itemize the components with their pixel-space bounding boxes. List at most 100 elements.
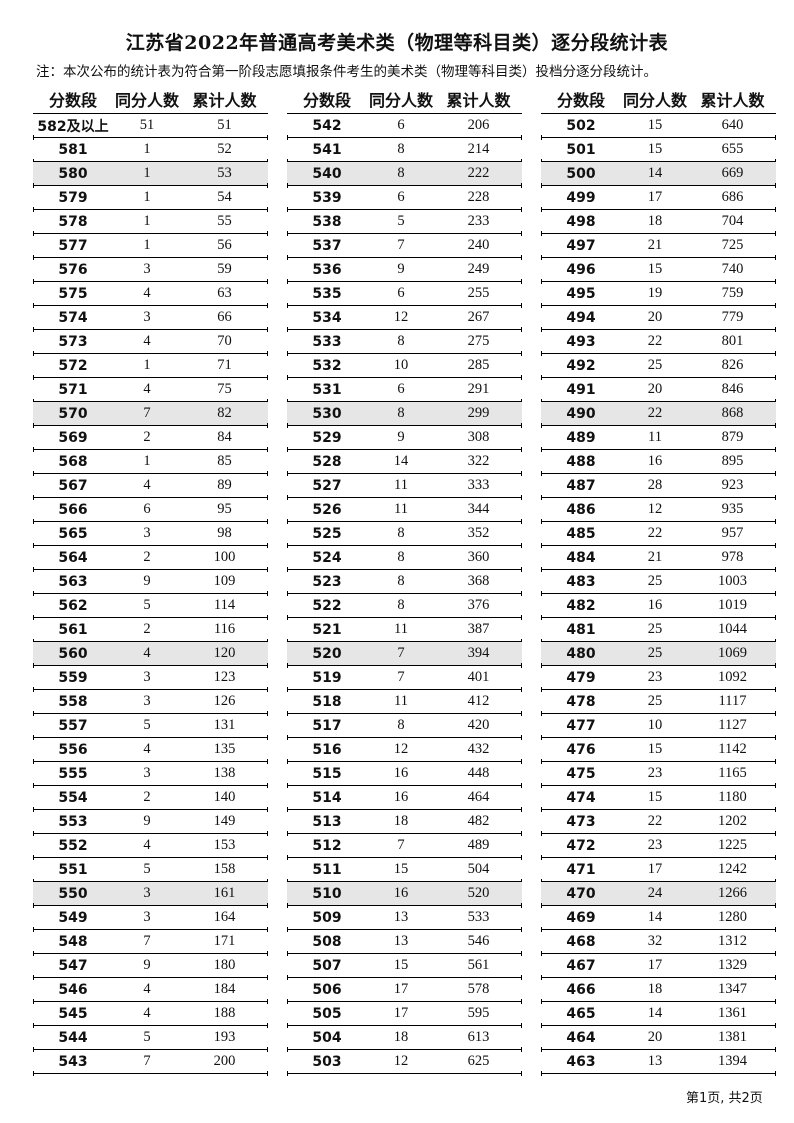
cumulative-cell: 89 (217, 477, 232, 493)
table-row: 559 3 123 (33, 666, 268, 692)
score-cell: 511 (312, 861, 342, 878)
score-cell: 471 (566, 861, 596, 878)
header-score: 分数段 (556, 90, 605, 110)
table-row: 506 17 578 (287, 978, 522, 1004)
score-cell: 547 (58, 957, 88, 974)
table-row: 496 15 740 (541, 258, 776, 284)
score-cell: 513 (312, 813, 342, 830)
cumulative-cell: 1280 (718, 909, 747, 925)
table-row: 534 12 267 (287, 306, 522, 332)
cumulative-cell: 95 (217, 501, 232, 517)
score-cell: 573 (58, 333, 88, 350)
cumulative-cell: 54 (217, 189, 232, 205)
cumulative-cell: 135 (213, 741, 236, 757)
cumulative-cell: 826 (721, 357, 744, 373)
same-count-cell: 17 (647, 957, 663, 973)
same-count-cell: 7 (143, 933, 151, 949)
score-cell: 559 (58, 669, 88, 686)
table-row: 523 8 368 (287, 570, 522, 596)
table-row: 565 3 98 (33, 522, 268, 548)
table-row: 503 12 625 (287, 1050, 522, 1076)
score-cell: 536 (312, 261, 342, 278)
same-count-cell: 5 (143, 861, 151, 877)
table-row: 471 17 1242 (541, 858, 776, 884)
cumulative-cell: 1266 (718, 885, 747, 901)
same-count-cell: 25 (647, 621, 663, 637)
table-row: 517 8 420 (287, 714, 522, 740)
same-count-cell: 11 (394, 693, 408, 709)
same-count-cell: 13 (393, 933, 409, 949)
score-cell: 538 (312, 213, 342, 230)
same-count-cell: 17 (393, 1005, 409, 1021)
same-count-cell: 12 (393, 741, 409, 757)
cumulative-cell: 206 (467, 117, 490, 133)
cumulative-cell: 161 (213, 885, 236, 901)
score-cell: 540 (312, 165, 342, 182)
cumulative-cell: 640 (721, 117, 744, 133)
same-count-cell: 3 (143, 261, 151, 277)
cumulative-cell: 1347 (718, 981, 747, 997)
cumulative-cell: 1165 (718, 765, 747, 781)
table-row: 547 9 180 (33, 954, 268, 980)
score-cell: 548 (58, 933, 88, 950)
table-row: 573 4 70 (33, 330, 268, 356)
cumulative-cell: 164 (213, 909, 236, 925)
table-row: 574 3 66 (33, 306, 268, 332)
same-count-cell: 4 (143, 1005, 151, 1021)
table-row: 562 5 114 (33, 594, 268, 620)
table-row: 519 7 401 (287, 666, 522, 692)
table-row: 508 13 546 (287, 930, 522, 956)
score-cell: 562 (58, 597, 88, 614)
table-row: 526 11 344 (287, 498, 522, 524)
score-cell: 551 (58, 861, 88, 878)
cumulative-cell: 352 (467, 525, 490, 541)
same-count-cell: 9 (143, 957, 151, 973)
cumulative-cell: 704 (721, 213, 744, 229)
table-row: 544 5 193 (33, 1026, 268, 1052)
same-count-cell: 18 (393, 1029, 409, 1045)
same-count-cell: 11 (394, 501, 408, 517)
score-cell: 515 (312, 765, 342, 782)
table-row: 521 11 387 (287, 618, 522, 644)
score-cell: 577 (58, 237, 88, 254)
table-row: 487 28 923 (541, 474, 776, 500)
cumulative-cell: 228 (467, 189, 490, 205)
table-row: 474 15 1180 (541, 786, 776, 812)
cumulative-cell: 868 (721, 405, 744, 421)
table-row: 531 6 291 (287, 378, 522, 404)
score-cell: 534 (312, 309, 342, 326)
score-cell: 510 (312, 885, 342, 902)
cumulative-cell: 595 (467, 1005, 490, 1021)
score-cell: 478 (566, 693, 596, 710)
same-count-cell: 16 (393, 789, 409, 805)
cumulative-cell: 1242 (718, 861, 747, 877)
cumulative-cell: 669 (721, 165, 744, 181)
score-cell: 502 (566, 117, 596, 134)
table-row: 582及以上 51 51 (33, 114, 268, 140)
table-row: 467 17 1329 (541, 954, 776, 980)
score-cell: 530 (312, 405, 342, 422)
score-cell: 576 (58, 261, 88, 278)
score-cell: 485 (566, 525, 596, 542)
same-count-cell: 23 (647, 837, 663, 853)
cumulative-cell: 1092 (718, 669, 747, 685)
same-count-cell: 7 (397, 837, 405, 853)
table-row: 478 25 1117 (541, 690, 776, 716)
cumulative-cell: 360 (467, 549, 490, 565)
score-cell: 527 (312, 477, 342, 494)
same-count-cell: 4 (143, 645, 151, 661)
table-row: 546 4 184 (33, 978, 268, 1004)
table-row: 497 21 725 (541, 234, 776, 260)
same-count-cell: 9 (397, 429, 405, 445)
same-count-cell: 15 (647, 141, 663, 157)
score-cell: 491 (566, 381, 596, 398)
score-cell: 467 (566, 957, 596, 974)
score-cell: 563 (58, 573, 88, 590)
same-count-cell: 15 (647, 117, 663, 133)
cumulative-cell: 1069 (718, 645, 747, 661)
table-row: 491 20 846 (541, 378, 776, 404)
cumulative-cell: 879 (721, 429, 744, 445)
cumulative-cell: 275 (467, 333, 490, 349)
cumulative-cell: 1127 (718, 717, 747, 733)
same-count-cell: 3 (143, 309, 151, 325)
